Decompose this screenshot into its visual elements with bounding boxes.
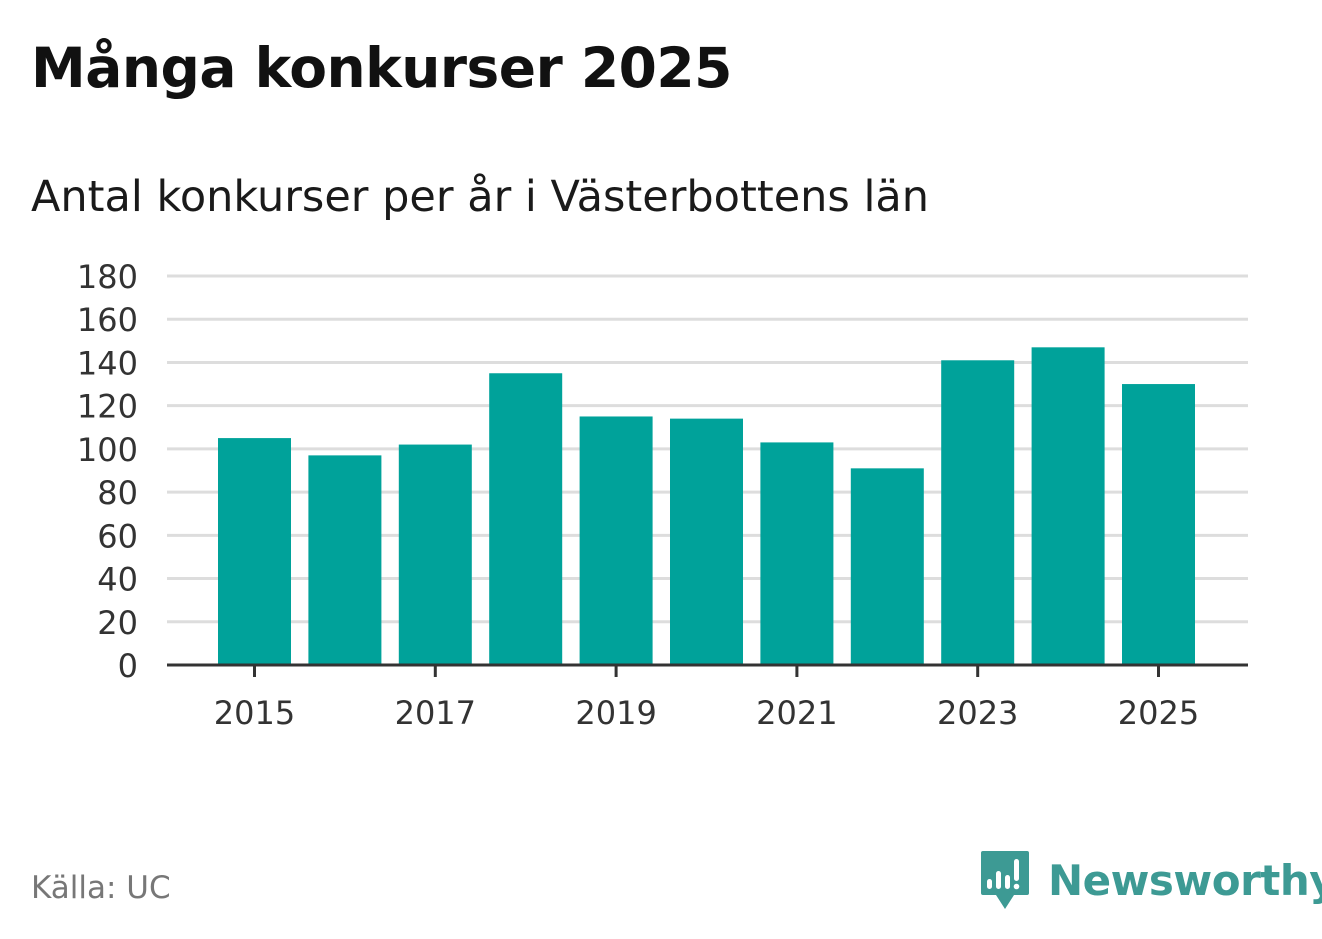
bar-2023	[941, 360, 1015, 665]
y-tick-label: 160	[77, 301, 138, 339]
bar-2022	[850, 468, 924, 665]
bar-2015	[218, 438, 291, 665]
y-tick-label: 0	[118, 647, 138, 685]
newsworthy-logo-icon	[981, 851, 1029, 909]
bar-chart: 0 20 40 60 80 100 120 140 160 180 2015 2017 2019 2021…	[77, 258, 1248, 732]
tick-labels: 0 20 40 60 80 100 120 140 160 180 2015 2017 2019 2021…	[77, 258, 1199, 732]
bar-2025	[1122, 384, 1195, 665]
chart-title: Många konkurser 2025	[31, 36, 732, 100]
y-tick-label: 40	[97, 561, 138, 599]
x-tick-label: 2015	[214, 694, 295, 732]
y-tick-label: 180	[77, 258, 138, 296]
source-note: Källa: UC	[31, 870, 171, 906]
x-tick-label: 2023	[937, 694, 1018, 732]
bar-2018	[489, 373, 563, 665]
y-tick-label: 120	[77, 388, 138, 426]
axes	[167, 663, 1248, 677]
y-tick-label: 60	[97, 517, 138, 555]
bar-2019	[579, 416, 653, 665]
brand-name: Newsworthy	[1048, 855, 1322, 905]
bar-2017	[398, 444, 472, 665]
bar-2020	[670, 418, 743, 665]
y-tick-label: 100	[77, 431, 138, 469]
bar-2016	[308, 455, 382, 665]
y-tick-label: 80	[97, 474, 138, 512]
x-tick-label: 2019	[575, 694, 656, 732]
brand-logo: Newsworthy	[980, 848, 1322, 912]
y-tick-label: 20	[97, 604, 138, 642]
bar-2024	[1031, 347, 1105, 665]
chart-subtitle: Antal konkurser per år i Västerbottens l…	[31, 172, 930, 222]
y-tick-label: 140	[77, 344, 138, 382]
x-tick-label: 2021	[756, 694, 837, 732]
bar-2021	[760, 442, 834, 665]
x-tick-label: 2017	[395, 694, 476, 732]
bars	[218, 347, 1195, 665]
x-tick-label: 2025	[1118, 694, 1199, 732]
